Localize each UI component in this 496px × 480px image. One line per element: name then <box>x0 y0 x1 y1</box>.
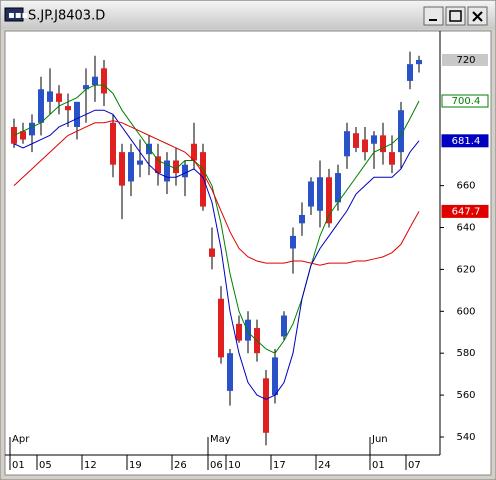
month-label: May <box>210 434 231 445</box>
candle-body <box>335 173 341 203</box>
x-tick-label: 07 <box>408 460 421 471</box>
candle-body <box>101 68 107 94</box>
candle-body <box>182 164 188 178</box>
last-value-box <box>442 53 488 66</box>
x-tick-label: 12 <box>84 460 97 471</box>
candle-body <box>164 160 170 182</box>
month-label: Jun <box>371 434 388 445</box>
candle-body <box>416 59 422 65</box>
last-value-box <box>441 94 489 108</box>
y-tick-label: 540 <box>456 432 475 443</box>
candle-body <box>407 64 413 81</box>
candle-body <box>245 319 251 341</box>
candle-body <box>380 135 386 153</box>
candle-body <box>65 106 71 111</box>
candle-body <box>155 156 161 174</box>
last-value-box <box>441 134 489 148</box>
x-tick-label: 10 <box>228 460 241 471</box>
moving-average-line <box>13 120 420 266</box>
x-tick-label: 17 <box>273 460 286 471</box>
month-label: Apr <box>12 434 30 445</box>
candle-body <box>137 160 143 165</box>
candle-body <box>47 91 53 102</box>
candle-body <box>146 143 152 155</box>
candle-body <box>128 152 134 182</box>
y-tick-label: 560 <box>456 390 475 401</box>
x-tick-label: 01 <box>372 460 385 471</box>
candle-body <box>299 214 305 224</box>
window-title: S.JP.J8403.D <box>28 9 105 24</box>
candle-body <box>281 315 287 337</box>
candle-body <box>236 323 242 341</box>
maximize-button[interactable] <box>445 6 466 26</box>
last-value-label: 681.4 <box>452 136 481 147</box>
candle-body <box>362 139 368 153</box>
candle-body <box>290 235 296 249</box>
y-tick-label: 620 <box>456 264 475 275</box>
y-tick-label: 600 <box>456 306 475 317</box>
candle-body <box>191 143 197 161</box>
candle-body <box>92 76 98 86</box>
candle-body <box>20 131 26 140</box>
y-tick-label: 640 <box>456 223 475 234</box>
x-tick-label: 19 <box>129 460 142 471</box>
candle-body <box>326 177 332 224</box>
window-icon <box>4 7 24 22</box>
moving-average-line <box>13 84 420 354</box>
x-tick-label: 05 <box>39 460 52 471</box>
candle-body <box>38 89 44 123</box>
candle-body <box>389 152 395 165</box>
candle-body <box>371 135 377 144</box>
x-tick-label: 01 <box>12 460 25 471</box>
title-bar <box>1 1 495 29</box>
last-value-label: 720 <box>456 55 475 66</box>
candle-body <box>263 378 269 433</box>
last-value-label: 700.4 <box>452 96 481 107</box>
candle-body <box>29 122 35 136</box>
candle-body <box>74 101 80 127</box>
minimize-button[interactable] <box>423 6 444 26</box>
icon-glyph: ▪▪▪ <box>8 10 28 21</box>
x-tick-label: 26 <box>174 460 187 471</box>
candle-body <box>209 248 215 257</box>
candle-body <box>173 160 179 174</box>
candle-body <box>317 177 323 211</box>
candle-body <box>272 357 278 396</box>
x-tick-label: 24 <box>318 460 331 471</box>
candle-body <box>353 133 359 148</box>
x-tick-label: 06 <box>210 460 223 471</box>
close-button[interactable] <box>467 6 488 26</box>
candle-body <box>308 181 314 207</box>
candle-body <box>110 122 116 165</box>
candle-body <box>218 298 224 358</box>
last-value-box <box>441 204 489 218</box>
candle-body <box>200 152 206 207</box>
chart-area <box>4 30 492 476</box>
moving-average-line <box>13 109 420 400</box>
y-tick-label: 660 <box>456 181 475 192</box>
y-tick-label: 580 <box>456 348 475 359</box>
candle-body <box>344 131 350 157</box>
candle-body <box>119 152 125 186</box>
last-value-label: 647.7 <box>452 206 481 217</box>
candle-body <box>398 110 404 153</box>
candle-body <box>227 353 233 391</box>
candle-body <box>83 85 89 90</box>
candle-body <box>56 93 62 102</box>
